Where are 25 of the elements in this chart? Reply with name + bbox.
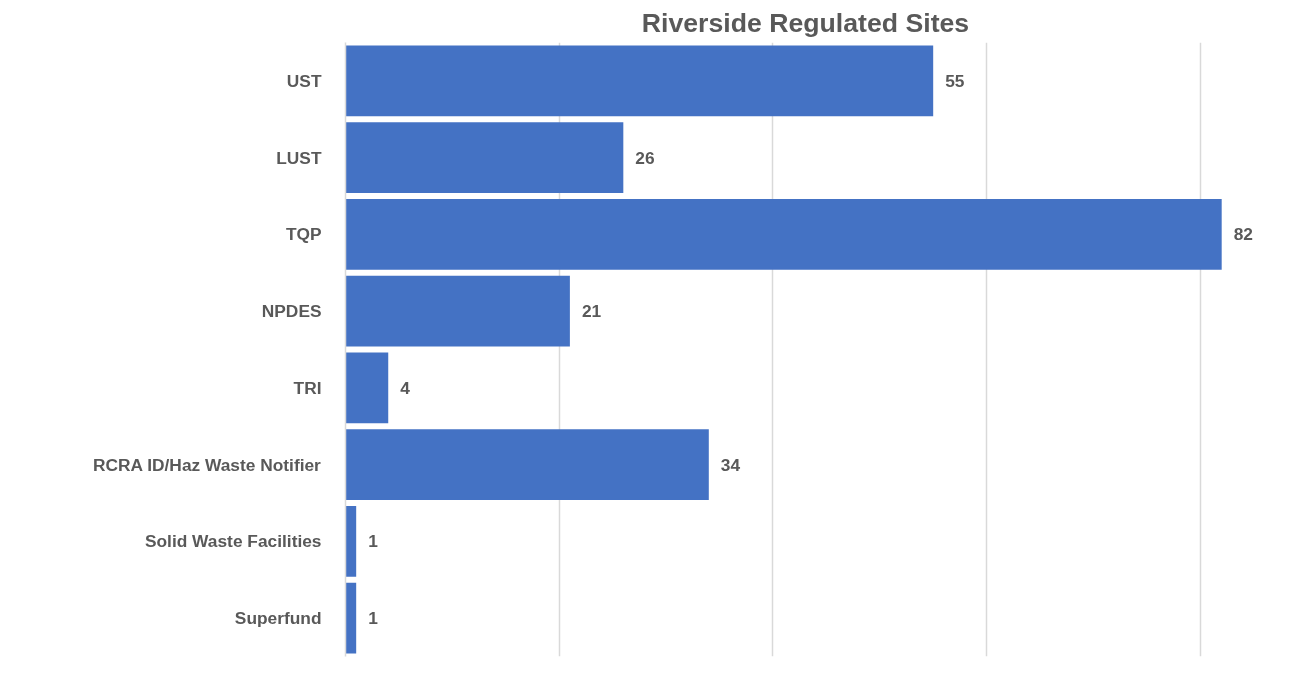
chart-title: Riverside Regulated Sites xyxy=(641,7,970,38)
data-label: 55 xyxy=(945,70,965,91)
y-tick-label: UST xyxy=(286,70,322,91)
data-label: 21 xyxy=(581,301,602,322)
bar xyxy=(345,429,709,500)
y-tick-label: Solid Waste Facilities xyxy=(144,531,322,552)
bar xyxy=(345,199,1222,270)
data-label: 4 xyxy=(400,377,411,398)
y-tick-label: Superfund xyxy=(234,608,322,629)
y-tick-label: TRI xyxy=(293,377,322,398)
bar xyxy=(345,122,624,193)
bar xyxy=(345,45,934,117)
y-tick-label: LUST xyxy=(276,147,322,168)
y-tick-label: RCRA ID/Haz Waste Notifier xyxy=(93,454,322,475)
y-tick-label: NPDES xyxy=(261,301,322,322)
y-tick-label: TQP xyxy=(285,224,322,245)
data-label: 26 xyxy=(635,147,655,168)
data-label: 1 xyxy=(368,531,379,552)
bar xyxy=(345,506,357,577)
data-label: 82 xyxy=(1233,224,1253,245)
bar xyxy=(345,352,389,424)
data-label: 1 xyxy=(368,608,379,629)
bar xyxy=(345,582,357,654)
data-label: 34 xyxy=(720,454,741,475)
bar xyxy=(345,275,570,347)
